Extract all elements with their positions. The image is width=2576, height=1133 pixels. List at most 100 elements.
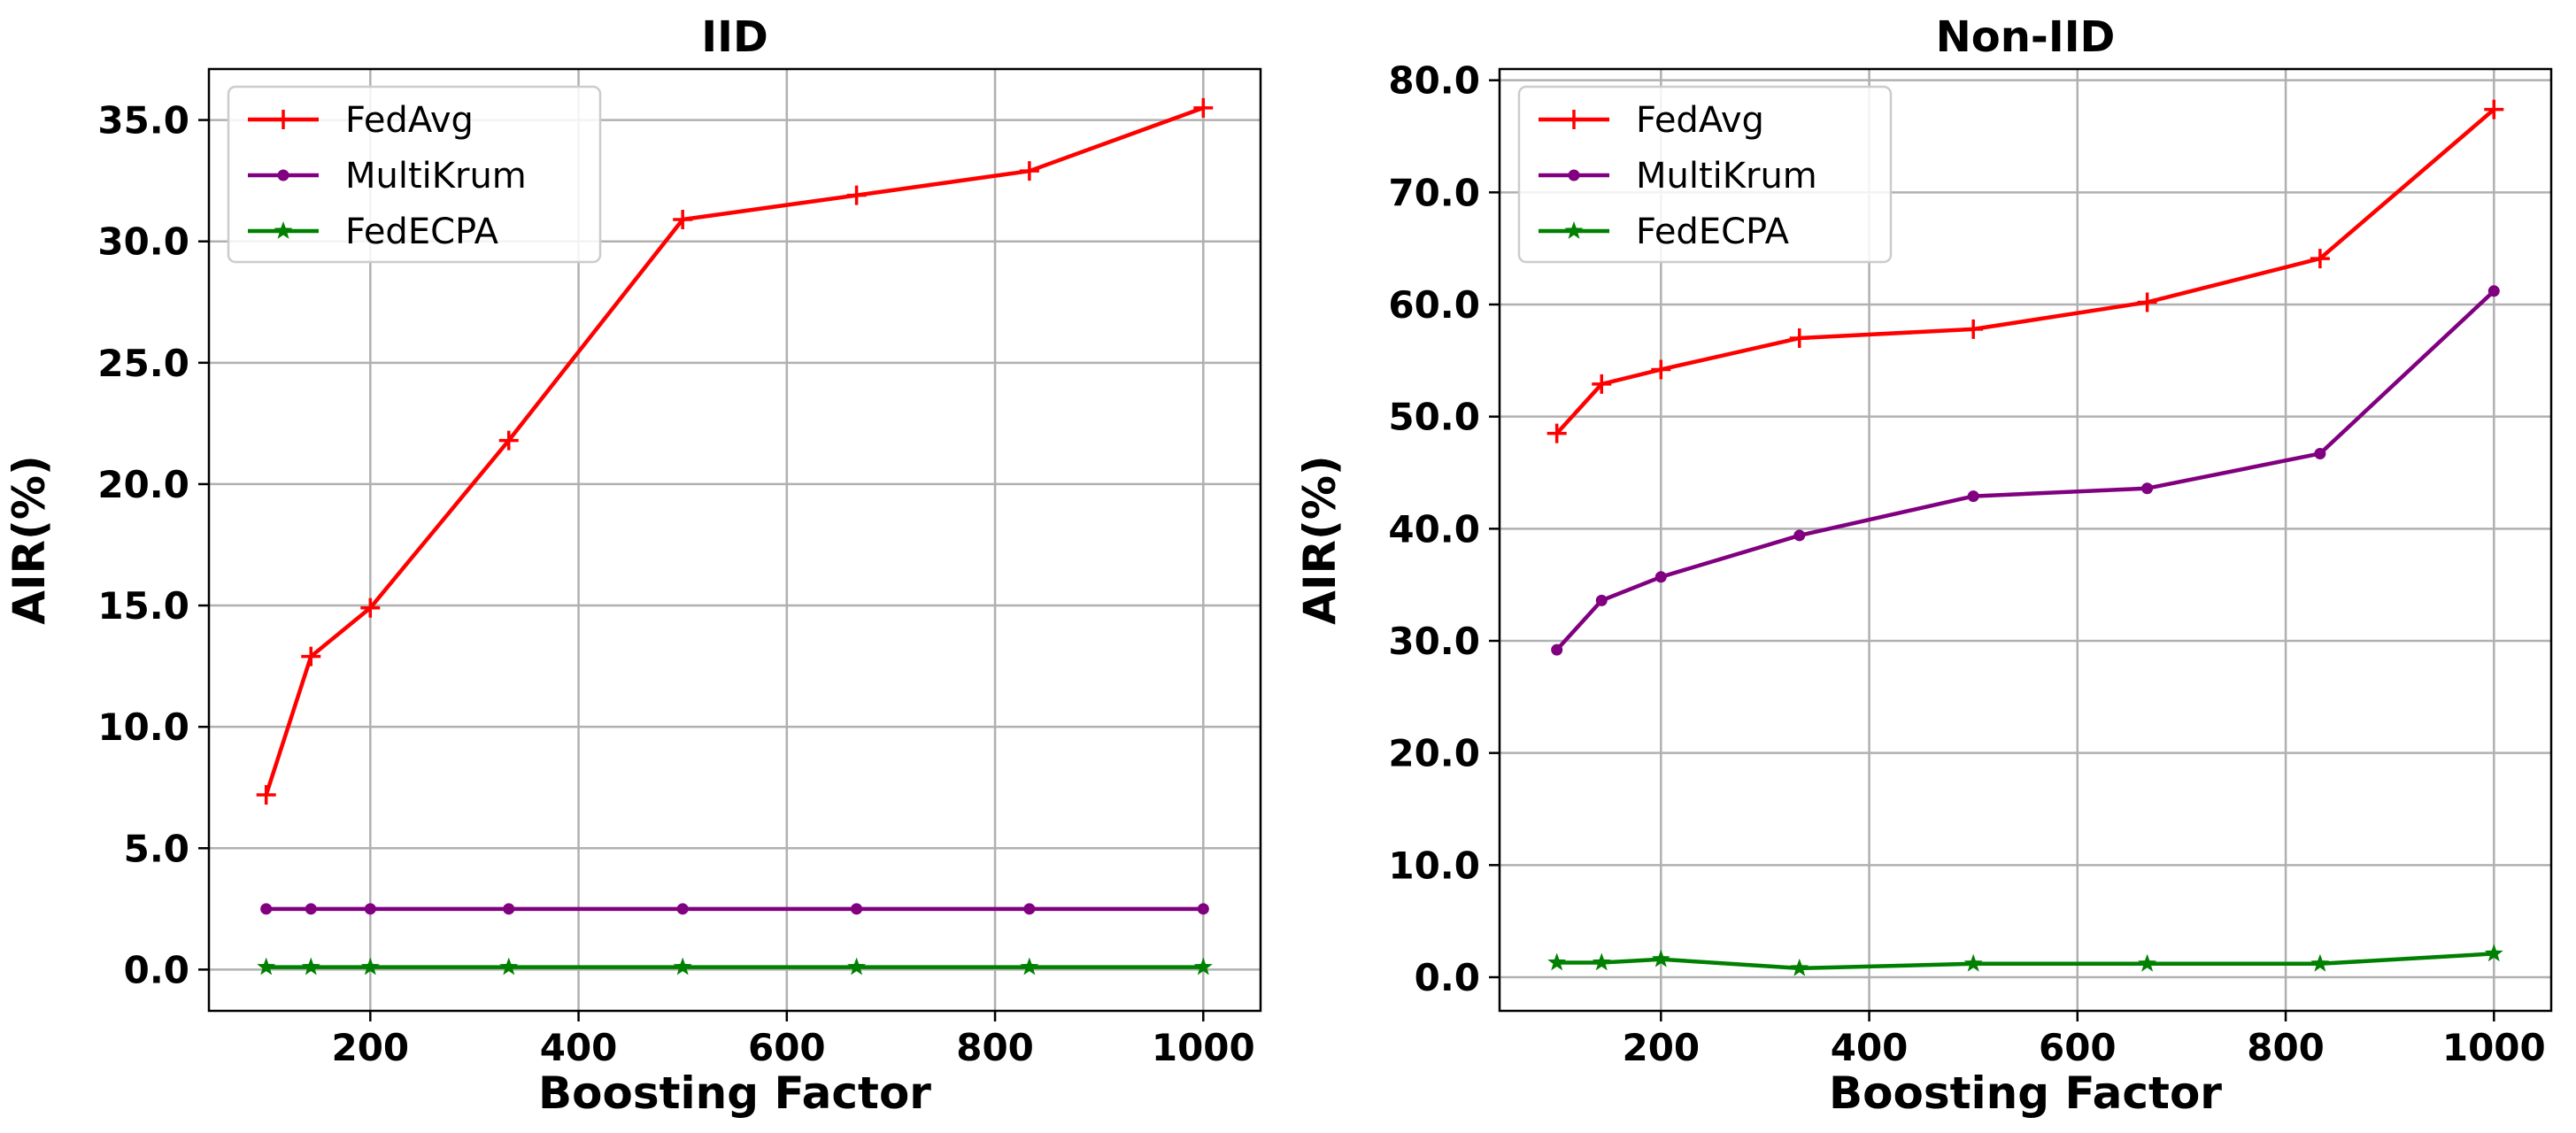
legend: FedAvg MultiKrum FedECPA xyxy=(1517,85,1893,264)
data-point xyxy=(1193,97,1214,118)
x-tick-label: 800 xyxy=(956,1026,1034,1069)
data-point xyxy=(1197,903,1209,915)
data-point xyxy=(1790,958,1809,976)
legend-marker xyxy=(1568,169,1580,181)
legend-box xyxy=(1517,85,1893,264)
x-tick-label: 400 xyxy=(1831,1026,1909,1069)
y-tick-label: 40.0 xyxy=(1388,507,1480,551)
data-point xyxy=(305,903,317,915)
data-point xyxy=(1193,957,1213,975)
data-point xyxy=(676,903,689,915)
legend-entry-multikrum: MultiKrum xyxy=(1539,156,1817,197)
plot-frame xyxy=(207,67,1262,1013)
x-tick-label: 1000 xyxy=(1152,1026,1255,1069)
x-tick-label: 600 xyxy=(2039,1026,2117,1069)
y-tick-label: 30.0 xyxy=(97,220,189,264)
legend: FedAvg MultiKrum FedECPA xyxy=(227,85,602,264)
data-point xyxy=(360,957,380,975)
data-point xyxy=(673,957,692,975)
series-line xyxy=(264,105,1205,796)
data-point xyxy=(1546,423,1567,443)
data-point xyxy=(2310,249,2330,269)
legend-label: MultiKrum xyxy=(1636,156,1817,197)
y-tick-label: 0.0 xyxy=(1415,956,1480,999)
y-tick-label: 20.0 xyxy=(1388,732,1480,775)
y-axis-label: AIR(%) xyxy=(1294,455,1346,625)
legend-entry-fedecpa: FedECPA xyxy=(1539,212,1790,252)
data-point xyxy=(260,903,273,915)
series-line xyxy=(1556,952,2495,971)
x-axis-label: Boosting Factor xyxy=(538,1067,931,1119)
data-point xyxy=(1793,529,1806,542)
series-fedecpa xyxy=(1547,944,2503,976)
data-point xyxy=(1963,319,1984,339)
data-point xyxy=(847,957,867,975)
y-tick-label: 5.0 xyxy=(124,827,189,870)
data-point xyxy=(2138,953,2157,972)
y-tick-label: 25.0 xyxy=(97,342,189,385)
data-point xyxy=(1651,359,1671,380)
data-point xyxy=(503,903,515,915)
data-point xyxy=(360,597,381,618)
data-point xyxy=(1654,571,1667,583)
data-point xyxy=(301,646,321,667)
legend-entry-fedavg: FedAvg xyxy=(248,100,474,141)
y-tick-label: 15.0 xyxy=(97,584,189,628)
data-point xyxy=(2314,447,2326,459)
x-tick-label: 1000 xyxy=(2442,1026,2546,1069)
data-point xyxy=(2484,944,2503,962)
legend-entry-fedecpa: FedECPA xyxy=(248,212,499,252)
data-point xyxy=(1651,949,1670,967)
data-point xyxy=(1963,953,1983,972)
data-point xyxy=(1967,490,1979,503)
y-tick-label: 80.0 xyxy=(1388,59,1480,103)
legend-marker xyxy=(1564,110,1584,129)
x-tick-label: 200 xyxy=(1622,1026,1700,1069)
series-fedecpa xyxy=(257,957,1213,975)
x-tick-label: 600 xyxy=(748,1026,826,1069)
y-tick-label: 70.0 xyxy=(1388,171,1480,214)
legend-marker xyxy=(1564,221,1584,239)
x-tick-label: 400 xyxy=(540,1026,618,1069)
series-multikrum xyxy=(1551,285,2500,656)
legend-label: FedAvg xyxy=(345,100,474,141)
plot-frame xyxy=(1498,67,2553,1013)
y-tick-label: 0.0 xyxy=(124,948,189,991)
legend-marker xyxy=(274,221,293,239)
data-point xyxy=(1595,594,1608,606)
data-point xyxy=(1592,374,1612,394)
legend-label: FedAvg xyxy=(1636,100,1764,141)
legend-marker xyxy=(277,169,289,181)
data-point xyxy=(2141,482,2154,495)
data-point xyxy=(1020,957,1039,975)
data-point xyxy=(1551,644,1563,656)
data-point xyxy=(1023,903,1036,915)
data-point xyxy=(1789,328,1809,348)
chart-title: Non-IID xyxy=(1936,12,2116,62)
data-point xyxy=(498,430,519,451)
chart-panel-iid: 200 400 600 800 1000 0.0 5.0 10.0 15.0 20.0 25.0 30… xyxy=(4,12,1262,1119)
data-point xyxy=(257,957,276,975)
data-point xyxy=(673,210,693,230)
legend-label: FedECPA xyxy=(1636,212,1790,252)
y-tick-label: 10.0 xyxy=(1388,844,1480,887)
series-multikrum xyxy=(260,903,1209,915)
data-point xyxy=(2137,292,2157,312)
x-tick-label: 800 xyxy=(2247,1026,2325,1069)
legend-label: MultiKrum xyxy=(345,156,527,197)
data-point xyxy=(1019,161,1039,181)
legend-box xyxy=(227,85,602,264)
series-fedavg xyxy=(256,97,1214,805)
data-point xyxy=(846,185,867,205)
data-point xyxy=(1592,952,1611,971)
series-fedavg xyxy=(1546,99,2504,443)
data-point xyxy=(851,903,863,915)
y-axis-label: AIR(%) xyxy=(4,455,55,625)
data-point xyxy=(256,784,276,805)
y-tick-label: 20.0 xyxy=(97,463,189,506)
y-tick-label: 50.0 xyxy=(1388,396,1480,439)
data-point xyxy=(1547,952,1567,971)
data-point xyxy=(364,903,376,915)
legend-label: FedECPA xyxy=(345,212,499,252)
